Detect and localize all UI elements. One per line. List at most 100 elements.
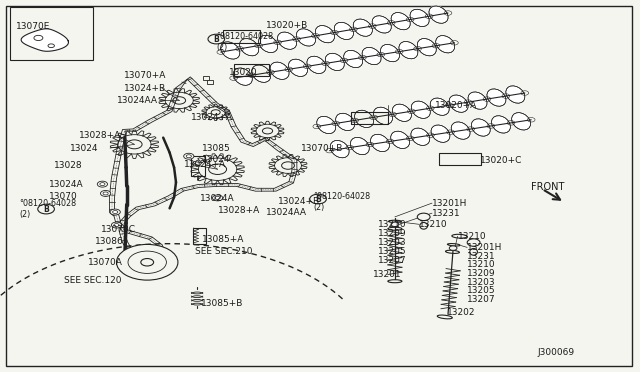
- Text: 13205: 13205: [467, 286, 496, 295]
- Text: 13202: 13202: [447, 308, 476, 317]
- Polygon shape: [451, 122, 470, 139]
- Text: 13070A: 13070A: [88, 258, 123, 267]
- Polygon shape: [325, 53, 344, 71]
- Text: B: B: [316, 195, 321, 203]
- Text: 13070: 13070: [49, 192, 77, 201]
- Text: 13070E: 13070E: [16, 22, 51, 31]
- Text: 13201: 13201: [373, 270, 402, 279]
- Circle shape: [38, 204, 54, 214]
- Polygon shape: [296, 29, 316, 46]
- Text: 13207: 13207: [467, 295, 496, 304]
- Text: 13024+B: 13024+B: [278, 197, 321, 206]
- Text: 13070+A: 13070+A: [124, 71, 166, 80]
- Text: 13205: 13205: [378, 247, 406, 256]
- Polygon shape: [380, 44, 399, 62]
- Circle shape: [100, 183, 105, 186]
- Polygon shape: [487, 89, 506, 106]
- Circle shape: [208, 34, 225, 44]
- Ellipse shape: [445, 250, 460, 253]
- Text: 13020+C: 13020+C: [480, 156, 522, 165]
- Text: °08120-64028
(2): °08120-64028 (2): [314, 192, 371, 212]
- Circle shape: [48, 44, 54, 48]
- Text: 13085+B: 13085+B: [201, 299, 243, 308]
- Text: °08120-64028
(2): °08120-64028 (2): [19, 199, 76, 219]
- Polygon shape: [239, 39, 259, 56]
- Polygon shape: [373, 107, 392, 125]
- Text: 13024+A: 13024+A: [184, 160, 227, 169]
- Text: 13020: 13020: [229, 68, 258, 77]
- Text: FRONT: FRONT: [531, 182, 564, 192]
- Polygon shape: [353, 19, 372, 36]
- Text: 13209: 13209: [467, 269, 496, 278]
- Polygon shape: [417, 39, 436, 56]
- Text: 13210: 13210: [419, 220, 448, 229]
- Circle shape: [184, 153, 194, 159]
- Text: 13028: 13028: [54, 161, 83, 170]
- Text: J300069: J300069: [538, 348, 575, 357]
- Polygon shape: [436, 36, 454, 53]
- Circle shape: [449, 246, 457, 250]
- Circle shape: [391, 222, 399, 227]
- Polygon shape: [355, 110, 374, 128]
- Circle shape: [186, 155, 191, 158]
- Circle shape: [467, 239, 480, 246]
- Text: 13231: 13231: [432, 209, 461, 218]
- Text: 13020+A: 13020+A: [435, 101, 477, 110]
- Ellipse shape: [470, 248, 477, 255]
- Polygon shape: [392, 104, 412, 122]
- Text: 13231: 13231: [467, 252, 496, 261]
- Ellipse shape: [452, 234, 467, 238]
- Text: 13024A: 13024A: [49, 180, 83, 189]
- Text: 13201H: 13201H: [432, 199, 467, 208]
- Polygon shape: [335, 113, 355, 131]
- Text: 13201H: 13201H: [467, 243, 502, 252]
- Circle shape: [110, 209, 120, 215]
- Polygon shape: [259, 35, 278, 52]
- Polygon shape: [492, 116, 511, 133]
- Polygon shape: [289, 59, 307, 77]
- Text: B: B: [214, 35, 219, 44]
- Polygon shape: [21, 29, 68, 51]
- Polygon shape: [399, 41, 418, 59]
- Text: 13207: 13207: [378, 256, 406, 264]
- Text: SEE SEC.210: SEE SEC.210: [195, 247, 253, 256]
- Polygon shape: [371, 134, 390, 152]
- Polygon shape: [390, 131, 410, 148]
- Ellipse shape: [420, 222, 428, 229]
- Polygon shape: [471, 119, 490, 136]
- Circle shape: [116, 244, 178, 280]
- Polygon shape: [277, 32, 296, 49]
- Bar: [203, 76, 209, 80]
- Text: °08120-64028
(2): °08120-64028 (2): [216, 32, 273, 52]
- Polygon shape: [506, 86, 525, 103]
- Text: 13028+A: 13028+A: [218, 206, 260, 215]
- Polygon shape: [221, 42, 240, 59]
- Circle shape: [113, 211, 118, 214]
- Text: 13024: 13024: [70, 144, 99, 153]
- Text: B: B: [44, 205, 49, 214]
- Circle shape: [310, 194, 326, 204]
- Circle shape: [103, 192, 108, 195]
- Text: 13020+B: 13020+B: [266, 21, 308, 30]
- Circle shape: [111, 222, 122, 228]
- Polygon shape: [330, 140, 349, 158]
- Circle shape: [141, 259, 154, 266]
- Polygon shape: [372, 16, 391, 33]
- Ellipse shape: [388, 280, 402, 283]
- Ellipse shape: [447, 244, 460, 246]
- Text: 13024AA: 13024AA: [116, 96, 157, 105]
- Bar: [207, 80, 213, 84]
- Bar: [439, 153, 481, 165]
- Circle shape: [128, 251, 166, 273]
- Polygon shape: [412, 101, 430, 118]
- Polygon shape: [233, 68, 252, 85]
- Circle shape: [34, 35, 43, 41]
- Polygon shape: [429, 6, 448, 23]
- Polygon shape: [334, 22, 353, 39]
- Polygon shape: [449, 95, 468, 112]
- Text: 13085
13024: 13085 13024: [202, 144, 231, 164]
- Text: 13210: 13210: [458, 232, 486, 241]
- Bar: [193, 228, 206, 244]
- Circle shape: [97, 181, 108, 187]
- Text: 13210: 13210: [467, 260, 496, 269]
